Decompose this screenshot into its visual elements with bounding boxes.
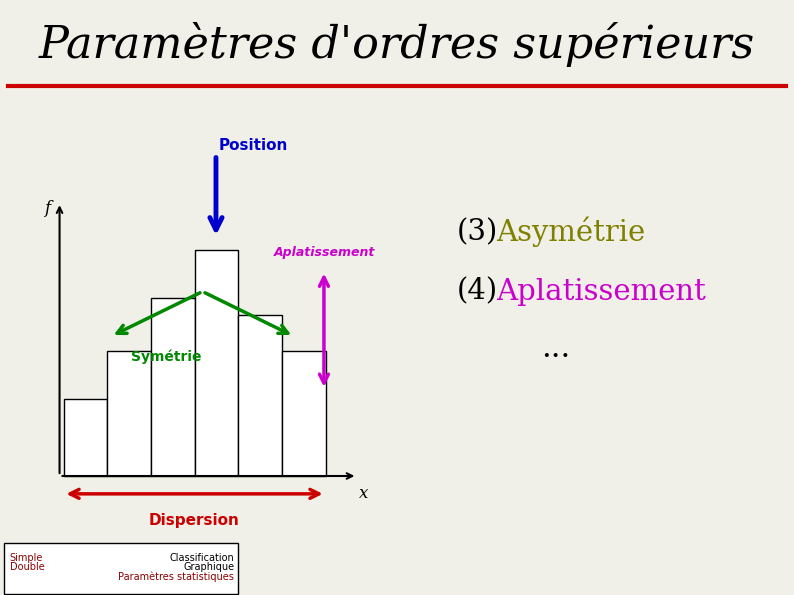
Text: Simple: Simple bbox=[10, 553, 43, 563]
Text: Paramètres statistiques: Paramètres statistiques bbox=[118, 571, 234, 582]
Text: Dispersion: Dispersion bbox=[149, 513, 240, 528]
Bar bbox=[282, 351, 326, 476]
Bar bbox=[64, 399, 107, 476]
Bar bbox=[195, 250, 238, 476]
Text: Paramètres d'ordres supérieurs: Paramètres d'ordres supérieurs bbox=[39, 22, 755, 67]
Bar bbox=[151, 298, 195, 476]
Text: Graphique: Graphique bbox=[183, 562, 234, 572]
Text: Double: Double bbox=[10, 562, 44, 572]
Bar bbox=[238, 315, 282, 476]
Bar bbox=[107, 351, 151, 476]
Text: Classification: Classification bbox=[169, 553, 234, 563]
Text: Asymétrie: Asymétrie bbox=[496, 217, 646, 248]
Text: ...: ... bbox=[542, 333, 570, 364]
Text: Aplatissement: Aplatissement bbox=[496, 277, 706, 306]
Text: x: x bbox=[359, 485, 368, 502]
Text: Position: Position bbox=[218, 138, 287, 154]
Text: (3): (3) bbox=[457, 218, 498, 246]
Text: (4): (4) bbox=[457, 277, 498, 306]
Bar bbox=[4, 543, 238, 594]
Text: Symétrie: Symétrie bbox=[132, 350, 202, 364]
Text: Aplatissement: Aplatissement bbox=[274, 246, 376, 259]
Text: f: f bbox=[44, 200, 50, 217]
